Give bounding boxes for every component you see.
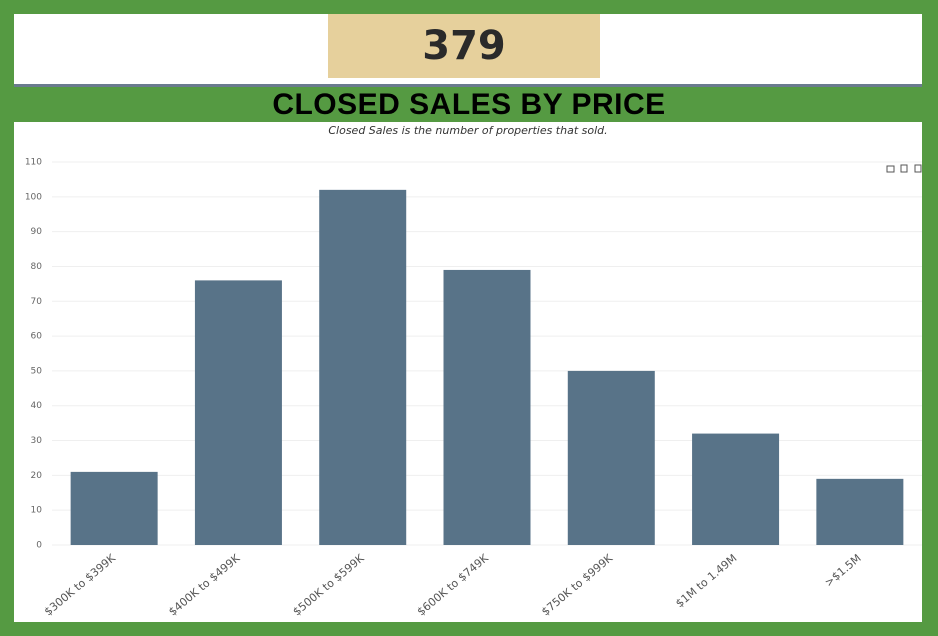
- x-tick-label: $300K to $399K: [42, 551, 119, 618]
- download-icon[interactable]: [886, 165, 895, 173]
- y-tick-label: 0: [36, 541, 42, 551]
- y-tick-label: 80: [31, 262, 43, 272]
- x-tick-label: >$1.5M: [822, 552, 863, 590]
- y-tick-label: 110: [25, 158, 42, 168]
- y-tick-label: 10: [31, 506, 43, 516]
- export-icon[interactable]: [914, 164, 922, 173]
- bar: [319, 189, 407, 545]
- y-tick-label: 100: [25, 192, 42, 202]
- chart-panel: Closed Sales is the number of properties…: [14, 122, 922, 622]
- x-tick-label: $1M to 1.49M: [673, 552, 739, 610]
- x-tick-label: $500K to $599K: [290, 551, 367, 618]
- bar: [70, 471, 158, 545]
- y-tick-label: 20: [31, 471, 43, 481]
- bar: [567, 370, 655, 545]
- x-tick-label: $600K to $749K: [415, 551, 492, 618]
- bar: [816, 478, 904, 545]
- y-tick-label: 30: [31, 436, 43, 446]
- y-tick-label: 50: [31, 366, 43, 376]
- kpi-panel: 379: [14, 14, 922, 87]
- chart-subtitle: Closed Sales is the number of properties…: [328, 124, 608, 137]
- kpi-value: 379: [328, 14, 600, 78]
- y-tick-label: 90: [31, 227, 43, 237]
- chart: 0 10 20 30 40 50 60 70 80 90 100 110 $300K to $399K $…: [25, 158, 922, 618]
- bar: [194, 280, 282, 545]
- bar: [443, 269, 531, 545]
- bar: [692, 433, 780, 545]
- chart-title: CLOSED SALES BY PRICE: [272, 88, 666, 121]
- x-tick-label: $400K to $499K: [166, 551, 243, 618]
- copy-icon[interactable]: [900, 164, 908, 173]
- y-tick-label: 60: [31, 332, 43, 342]
- toolbar[interactable]: [886, 164, 922, 173]
- y-tick-label: 40: [31, 401, 43, 411]
- x-tick-label: $750K to $999K: [539, 551, 616, 618]
- y-tick-label: 70: [31, 297, 43, 307]
